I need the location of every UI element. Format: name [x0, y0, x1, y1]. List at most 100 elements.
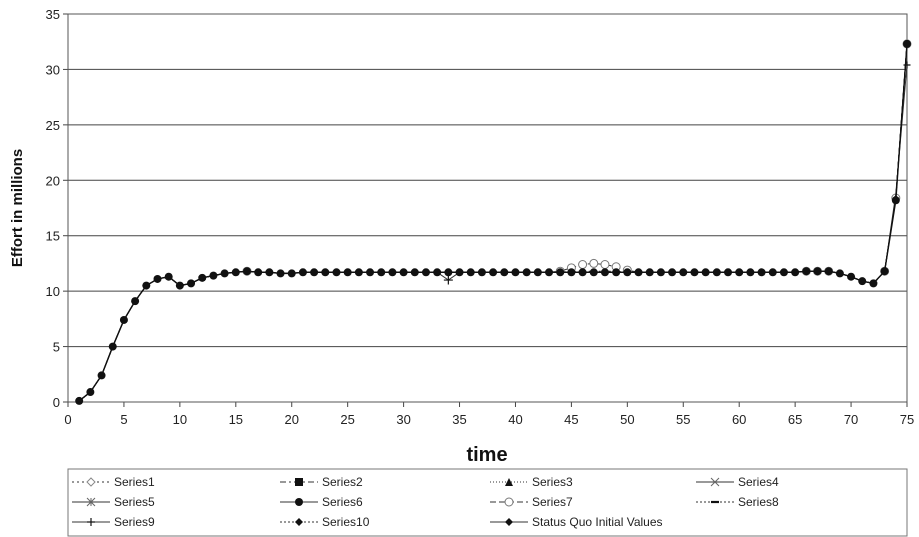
- data-point: [724, 268, 733, 277]
- data-point: [164, 272, 173, 281]
- series-series6: [75, 39, 911, 405]
- legend-item: Series6: [280, 495, 363, 509]
- data-point: [505, 518, 513, 526]
- x-tick-label: 15: [229, 412, 243, 427]
- data-point: [891, 196, 900, 205]
- data-point: [295, 478, 303, 486]
- legend-item: Status Quo Initial Values: [490, 515, 663, 529]
- data-point: [443, 275, 453, 285]
- data-point: [276, 269, 285, 278]
- y-tick-label: 25: [46, 118, 60, 133]
- legend-label: Series6: [322, 495, 363, 509]
- data-point: [433, 268, 442, 277]
- y-tick-label: 20: [46, 173, 60, 188]
- data-point: [295, 518, 303, 526]
- series-series8: [78, 43, 908, 402]
- data-point: [421, 268, 430, 277]
- x-tick-label: 35: [452, 412, 466, 427]
- x-tick-label: 55: [676, 412, 690, 427]
- legend-label: Series7: [532, 495, 573, 509]
- series-line: [78, 43, 908, 402]
- x-tick-label: 5: [120, 412, 127, 427]
- series-series5: [78, 43, 908, 402]
- data-point: [489, 268, 498, 277]
- data-point: [623, 268, 632, 277]
- data-point: [600, 268, 609, 277]
- gridlines: [68, 13, 907, 403]
- data-point: [399, 268, 408, 277]
- data-point: [119, 315, 128, 324]
- legend-item: Series1: [72, 475, 155, 489]
- data-point: [187, 279, 196, 288]
- data-point: [343, 268, 352, 277]
- legend-item: Series8: [696, 495, 779, 509]
- series-layer: [75, 39, 912, 405]
- x-tick-label: 75: [900, 412, 914, 427]
- data-point: [220, 269, 229, 278]
- series-line: [78, 43, 908, 402]
- data-point: [791, 268, 800, 277]
- legend-item: Series4: [696, 475, 779, 489]
- data-point: [455, 268, 464, 277]
- series-line: [78, 64, 908, 402]
- y-axis-title: Effort in millions: [9, 149, 26, 267]
- series-line: [78, 43, 908, 402]
- data-point: [75, 396, 84, 405]
- series-series9: [78, 61, 911, 402]
- data-point: [578, 260, 588, 270]
- y-tick-label: 5: [53, 340, 60, 355]
- data-point: [880, 267, 889, 276]
- data-point: [768, 268, 777, 277]
- y-axis-ticks: 0 5 10 15 20 25 30 35: [46, 7, 68, 410]
- y-tick-label: 0: [53, 395, 60, 410]
- x-axis-ticks: 0 5 10 15 20 25 30 35 40 45 50 55 60 65 70 75: [64, 402, 914, 427]
- data-point: [87, 518, 95, 526]
- data-point: [802, 267, 811, 276]
- plot-area: [67, 13, 908, 403]
- data-point: [710, 477, 720, 487]
- data-point: [142, 281, 151, 290]
- data-point: [567, 268, 576, 277]
- series-line: [78, 43, 908, 402]
- data-point: [287, 269, 296, 278]
- legend-label: Status Quo Initial Values: [532, 515, 663, 529]
- data-point: [869, 279, 878, 288]
- data-point: [847, 272, 856, 281]
- data-point: [701, 268, 710, 277]
- data-point: [578, 268, 587, 277]
- data-point: [444, 268, 453, 277]
- series-series4: [78, 43, 908, 402]
- data-point: [589, 268, 598, 277]
- data-point: [690, 268, 699, 277]
- data-point: [175, 281, 184, 290]
- data-point: [97, 371, 106, 380]
- legend-item: Series2: [280, 475, 363, 489]
- data-point: [332, 268, 341, 277]
- data-point: [295, 498, 303, 506]
- data-point: [310, 268, 319, 277]
- series-line: [78, 43, 908, 402]
- data-point: [656, 268, 665, 277]
- x-tick-label: 30: [396, 412, 410, 427]
- legend-label: Series10: [322, 515, 370, 529]
- x-tick-label: 60: [732, 412, 746, 427]
- data-point: [735, 268, 744, 277]
- x-tick-label: 25: [340, 412, 354, 427]
- y-tick-label: 30: [46, 62, 60, 77]
- data-point: [209, 271, 218, 280]
- data-point: [824, 267, 833, 276]
- data-point: [522, 268, 531, 277]
- legend-item: Series5: [72, 495, 155, 509]
- data-point: [505, 478, 513, 486]
- x-tick-label: 65: [788, 412, 802, 427]
- x-tick-label: 50: [620, 412, 634, 427]
- data-point: [254, 268, 263, 277]
- data-point: [545, 268, 554, 277]
- data-point: [86, 497, 96, 507]
- data-point: [108, 342, 117, 351]
- legend-item: Series9: [72, 515, 155, 529]
- series-series2: [78, 43, 908, 402]
- legend-item: Series3: [490, 475, 573, 489]
- data-point: [504, 497, 514, 507]
- data-point: [466, 268, 475, 277]
